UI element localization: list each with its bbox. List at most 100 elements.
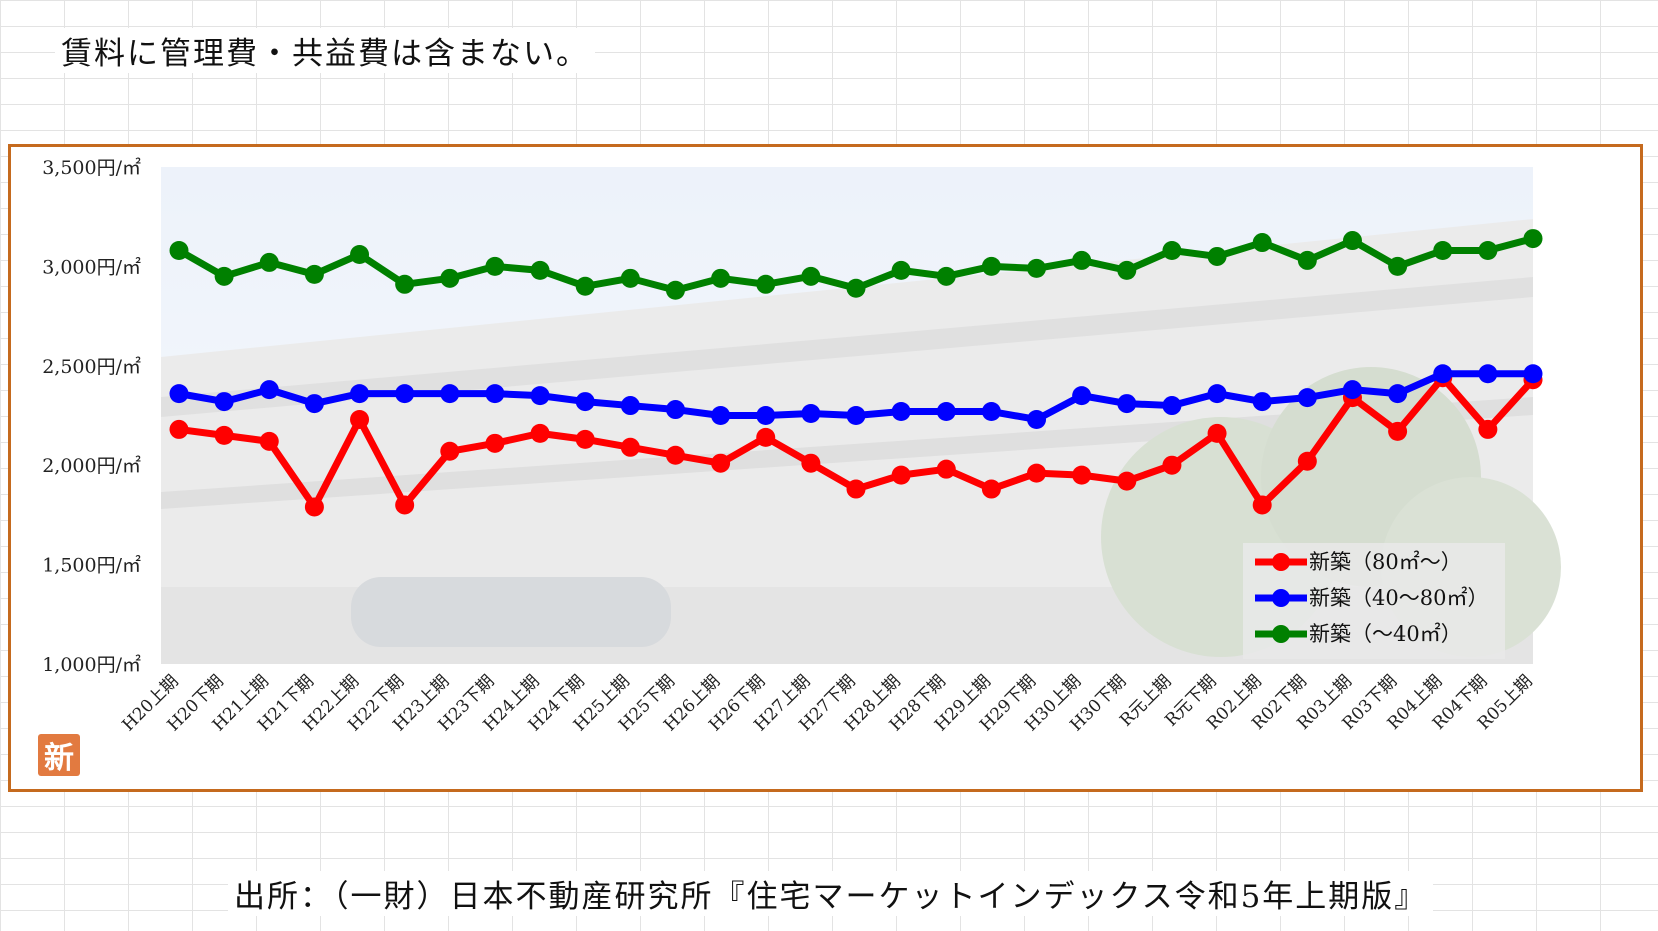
data-point	[1117, 260, 1137, 280]
data-point	[350, 409, 370, 429]
data-point	[304, 497, 324, 517]
data-point	[1342, 380, 1362, 400]
data-point	[1523, 364, 1543, 384]
new-badge: 新	[38, 734, 80, 776]
data-point	[575, 276, 595, 296]
data-point	[169, 384, 189, 404]
legend-marker	[1272, 553, 1290, 571]
data-point	[1433, 240, 1453, 260]
data-point	[665, 400, 685, 420]
data-point	[756, 427, 776, 447]
data-point	[214, 392, 234, 412]
chart-frame: 3,500円/㎡ 3,000円/㎡ 2,500円/㎡ 2,000円/㎡ 1,500円/㎡…	[8, 144, 1643, 792]
data-point	[846, 278, 866, 298]
series-2	[169, 229, 1543, 300]
data-point	[891, 260, 911, 280]
y-tick-label: 1,000円/㎡	[42, 653, 141, 676]
source-text: 出所：（一財）日本不動産研究所『住宅マーケットインデックス令和5年上期版』	[228, 871, 1434, 916]
data-point	[259, 380, 279, 400]
data-point	[711, 406, 731, 425]
y-tick-label: 1,500円/㎡	[42, 554, 141, 577]
data-point	[575, 429, 595, 449]
data-point	[1117, 471, 1137, 491]
data-point	[1252, 233, 1272, 253]
data-point	[801, 404, 821, 424]
data-point	[1388, 384, 1408, 404]
legend-marker	[1272, 589, 1290, 607]
data-point	[440, 441, 460, 461]
data-point	[665, 280, 685, 300]
data-point	[530, 386, 550, 406]
data-point	[169, 240, 189, 260]
data-point	[1072, 250, 1092, 270]
data-point	[1478, 364, 1498, 384]
data-point	[936, 266, 956, 286]
data-point	[1297, 388, 1317, 408]
data-point	[1162, 396, 1182, 416]
data-point	[350, 244, 370, 264]
data-point	[981, 402, 1001, 422]
data-point	[1027, 463, 1047, 483]
data-point	[981, 256, 1001, 276]
data-point	[620, 268, 640, 288]
data-point	[846, 406, 866, 425]
data-point	[1478, 240, 1498, 260]
data-point	[665, 445, 685, 465]
background-photo	[161, 167, 1561, 664]
series-0	[169, 368, 1543, 517]
data-point	[395, 384, 415, 404]
data-point	[1117, 394, 1137, 414]
data-point	[1207, 423, 1227, 443]
data-point	[169, 419, 189, 439]
data-point	[214, 425, 234, 445]
data-point	[1342, 231, 1362, 251]
data-point	[846, 479, 866, 499]
data-point	[259, 252, 279, 272]
data-point	[1252, 392, 1272, 412]
data-point	[891, 465, 911, 485]
data-point	[1297, 250, 1317, 270]
data-point	[530, 260, 550, 280]
data-point	[304, 394, 324, 414]
data-point	[620, 437, 640, 457]
data-point	[891, 402, 911, 422]
data-point	[214, 266, 234, 286]
data-point	[936, 402, 956, 422]
y-tick-label: 3,500円/㎡	[42, 156, 141, 179]
data-point	[711, 453, 731, 473]
data-point	[1388, 256, 1408, 276]
data-point	[1478, 419, 1498, 439]
data-point	[1072, 465, 1092, 485]
y-tick-label: 2,500円/㎡	[42, 355, 141, 378]
data-point	[711, 268, 731, 288]
data-point	[1072, 386, 1092, 406]
data-point	[1162, 455, 1182, 475]
x-axis: H20上期H20下期H21上期H21下期H22上期H22下期H23上期H23下期…	[119, 671, 1537, 735]
data-point	[485, 433, 505, 453]
data-point	[485, 256, 505, 276]
data-point	[1027, 258, 1047, 278]
data-point	[530, 423, 550, 443]
legend: 新築（80㎡〜） 新築（40〜80㎡） 新築（〜40㎡）	[1243, 543, 1505, 659]
data-point	[801, 266, 821, 286]
data-point	[1207, 246, 1227, 266]
data-point	[1388, 421, 1408, 441]
data-point	[575, 392, 595, 412]
legend-marker	[1272, 625, 1290, 643]
data-point	[756, 406, 776, 425]
y-axis: 3,500円/㎡ 3,000円/㎡ 2,500円/㎡ 2,000円/㎡ 1,500円/㎡…	[42, 156, 141, 676]
line-chart: 3,500円/㎡ 3,000円/㎡ 2,500円/㎡ 2,000円/㎡ 1,500円/㎡…	[42, 156, 1561, 735]
y-tick-label: 3,000円/㎡	[42, 255, 141, 278]
data-point	[1027, 409, 1047, 429]
data-point	[395, 274, 415, 294]
legend-label: 新築（80㎡〜）	[1309, 550, 1462, 574]
data-point	[620, 396, 640, 416]
data-point	[485, 384, 505, 404]
data-point	[1162, 240, 1182, 260]
series-1	[169, 364, 1543, 429]
data-point	[1523, 229, 1543, 249]
y-tick-label: 2,000円/㎡	[42, 454, 141, 477]
data-point	[259, 431, 279, 451]
series-lines	[169, 229, 1543, 517]
data-point	[1252, 495, 1272, 515]
